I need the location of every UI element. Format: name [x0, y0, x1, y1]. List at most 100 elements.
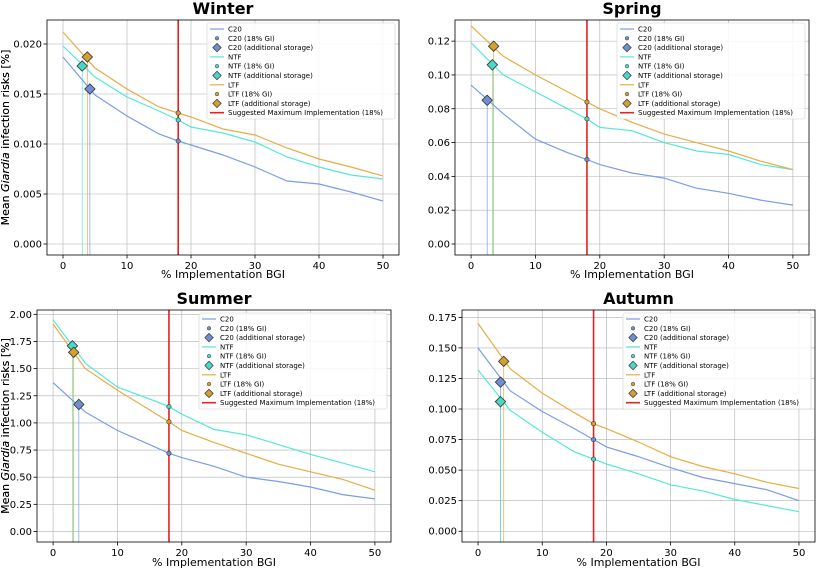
legend-label: LTF (18% GI) — [228, 91, 272, 99]
legend-swatch-diamond — [204, 388, 214, 399]
storage-point-ntf — [486, 59, 499, 71]
y-label-prefix: Mean — [0, 192, 12, 225]
chart-title: Autumn — [603, 289, 674, 308]
series-line-ntf — [477, 369, 800, 513]
x-axis-label: % Implementation BGI — [570, 268, 694, 281]
y-tick-label: 0.04 — [428, 172, 450, 183]
y-label-species: Giardia — [0, 152, 12, 192]
gi18-point-c20 — [175, 138, 181, 144]
legend-swatch-diamond — [622, 70, 632, 81]
legend-label: LTF (additional storage) — [228, 100, 311, 108]
legend-label: C20 (additional storage) — [228, 44, 313, 52]
y-tick-label: 0.005 — [13, 190, 42, 201]
chart-title: Summer — [177, 289, 252, 308]
storage-point-ntf — [76, 60, 88, 72]
series-line-ntf — [470, 42, 793, 171]
legend-label: LTF — [228, 81, 239, 89]
plot-frame — [461, 309, 816, 543]
legend-swatch-dot — [214, 92, 220, 97]
x-tick-label: 20 — [600, 548, 613, 559]
chart-title: Spring — [602, 0, 661, 18]
gi18-point-ltf — [584, 99, 590, 105]
storage-point-ltf — [497, 355, 510, 368]
x-tick-label: 50 — [377, 261, 390, 272]
legend-box — [206, 22, 396, 120]
series-line-c20 — [470, 84, 793, 206]
storage-point-ltf — [487, 40, 500, 52]
y-tick-label: 0.125 — [428, 374, 457, 385]
storage-point-c20 — [481, 94, 493, 107]
legend-label: C20 (18% GI) — [644, 325, 691, 333]
gi18-point-ntf — [584, 116, 590, 122]
gi18-point-ntf — [591, 456, 597, 462]
x-tick-label: 30 — [664, 548, 677, 559]
legend-label: C20 (additional storage) — [220, 334, 305, 342]
legend-label: C20 (18% GI) — [220, 325, 267, 333]
y-label-species: Giardia — [0, 441, 12, 481]
x-tick-label: 0 — [475, 548, 481, 559]
legend-label: NTF — [644, 343, 658, 351]
gi18-point-ltf — [166, 419, 172, 425]
y-tick-label: 0.08 — [428, 104, 450, 115]
legend-box — [622, 312, 812, 410]
x-tick-label: 10 — [121, 261, 134, 272]
x-tick-label: 20 — [593, 261, 606, 272]
y-tick-label: 0.00 — [428, 240, 450, 251]
legend-swatch-dot — [206, 382, 212, 387]
x-tick-label: 20 — [185, 261, 198, 272]
legend-label: NTF (additional storage) — [644, 362, 729, 370]
legend-label: Suggested Maximum Implementation (18%) — [220, 399, 375, 407]
x-tick-label: 30 — [658, 261, 671, 272]
legend-label: C20 (additional storage) — [638, 44, 723, 52]
y-label-species: Giardia — [0, 441, 12, 481]
y-tick-label: 0.75 — [10, 446, 32, 457]
legend-swatch-dot — [624, 36, 630, 41]
legend-label: NTF — [638, 53, 652, 61]
x-tick-label: 0 — [468, 261, 474, 272]
x-axis-label: % Implementation BGI — [152, 556, 276, 569]
legend-swatch-diamond — [628, 388, 638, 399]
y-label-prefix: Mean — [0, 192, 12, 225]
series-line-ltf — [62, 31, 384, 177]
legend-label: NTF — [228, 53, 242, 61]
legend-label: Suggested Maximum Implementation (18%) — [644, 399, 799, 407]
chart-panel-summer: Summer 0 10 20 30 40 50 0.00 0.25 0.50 0.75 1.00 1.2… — [0, 289, 392, 569]
storage-point-c20 — [84, 83, 96, 95]
legend-label: LTF (additional storage) — [220, 390, 303, 398]
y-label-suffix: infection risks [%] — [0, 50, 12, 153]
y-tick-label: 1.50 — [10, 364, 32, 375]
x-tick-label: 50 — [787, 261, 800, 272]
legend-label: LTF (additional storage) — [644, 390, 727, 398]
x-tick-label: 40 — [304, 548, 317, 559]
gi18-point-ltf — [175, 110, 181, 116]
y-tick-label: 0.020 — [13, 40, 42, 51]
legend-label: C20 (additional storage) — [644, 334, 729, 342]
legend-label: C20 (18% GI) — [228, 35, 275, 43]
legend-swatch-diamond — [622, 42, 632, 53]
storage-point-c20 — [73, 398, 85, 411]
legend-swatch-dot — [206, 326, 212, 331]
legend-label: NTF (18% GI) — [638, 63, 685, 71]
legend-swatch-dot — [624, 64, 630, 69]
y-tick-label: 0.025 — [428, 496, 457, 507]
x-tick-label: 0 — [50, 548, 56, 559]
y-tick-label: 0.050 — [428, 466, 457, 477]
legend-swatch-dot — [214, 64, 220, 69]
y-tick-label: 0.100 — [428, 405, 457, 416]
chart-title: Winter — [193, 0, 254, 18]
legend-swatch-diamond — [628, 360, 638, 371]
gi18-point-c20 — [166, 450, 172, 456]
y-tick-label: 0.010 — [13, 140, 42, 151]
legend-label: NTF (18% GI) — [644, 353, 691, 361]
storage-point-ltf — [67, 346, 80, 359]
legend-label: C20 — [228, 26, 242, 34]
legend-label: LTF — [638, 81, 649, 89]
y-tick-label: 0.000 — [13, 240, 42, 251]
y-tick-label: 0.150 — [428, 343, 457, 354]
plot-frame — [454, 19, 810, 256]
y-tick-label: 0.50 — [10, 473, 32, 484]
legend-swatch-diamond — [212, 70, 222, 81]
legend-swatch-diamond — [204, 332, 214, 343]
y-label-prefix: Mean — [0, 480, 12, 513]
